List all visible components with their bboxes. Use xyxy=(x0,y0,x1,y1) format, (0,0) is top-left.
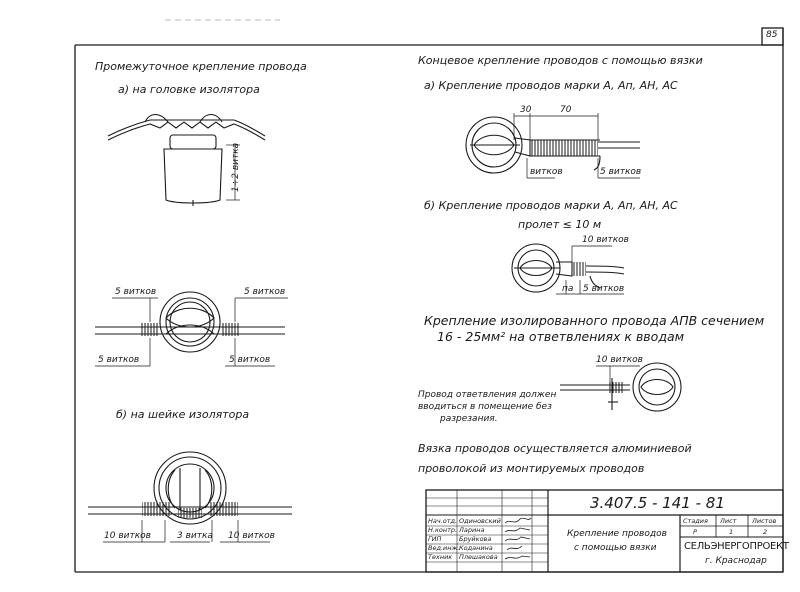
head-fastening-subtitle: а) на головке изолятора xyxy=(118,83,260,96)
neck-left-turns-label: 10 витков xyxy=(104,531,151,541)
intermediate-fastening-title: Промежуточное крепление провода xyxy=(95,60,307,73)
page-number: 85 xyxy=(766,30,778,40)
role-3: ГИП xyxy=(428,535,442,543)
dimension-70: 70 xyxy=(560,105,572,115)
insulated-wire-title-line-2: 16 - 25мм² на ответвлениях к вводам xyxy=(437,329,685,344)
drawing-code: 3.407.5 - 141 - 81 xyxy=(590,494,725,512)
bottom-right-turns-label: 5 витков xyxy=(229,355,271,365)
sheet-title-line-1: Крепление проводов xyxy=(567,529,667,539)
title-block-grid xyxy=(425,489,784,573)
insulator-neck-view xyxy=(88,451,292,543)
end-fastening-a-view xyxy=(465,113,640,179)
turns-right-label: 5 витков xyxy=(600,167,642,177)
turns-left-label: витков xyxy=(530,167,563,177)
bottom-left-turns-label: 5 витков xyxy=(98,355,140,365)
sheet-value: 1 xyxy=(729,528,734,536)
stage-label: Стадия xyxy=(683,517,708,525)
neck-mid-turns-label: 3 витка xyxy=(177,531,213,541)
note-line-2: вводиться в помещение без xyxy=(418,402,552,412)
role-1: Нач.отд. xyxy=(428,517,458,525)
name-5: Плешакова xyxy=(459,553,498,561)
note-line-3: разрезания. xyxy=(440,414,498,424)
sheet-title-line-2: с помощью вязки xyxy=(574,543,657,553)
role-4: Вед.инж. xyxy=(428,544,460,552)
sheet-label: Лист xyxy=(720,517,737,525)
dimension-30: 30 xyxy=(520,105,532,115)
turns-10-label: 10 витков xyxy=(582,235,629,245)
sheets-value: 2 xyxy=(763,528,768,536)
name-4: Коданина xyxy=(459,544,493,552)
end-fastening-b-view xyxy=(511,243,625,295)
end-fastening-title: Концевое крепление проводов с помощью вя… xyxy=(418,54,703,67)
signatures xyxy=(504,517,532,560)
neck-right-turns-label: 10 витков xyxy=(228,531,275,541)
stage-value: Р xyxy=(693,528,697,536)
neck-fastening-subtitle: б) на шейке изолятора xyxy=(116,408,250,421)
role-2: Н.контр. xyxy=(428,526,458,534)
end-fastening-a-subtitle: а) Крепление проводов марки А, Ап, АН, А… xyxy=(424,79,678,92)
top-right-turns-label: 5 витков xyxy=(244,287,286,297)
insulated-turns-label: 10 витков xyxy=(596,355,643,365)
insulator-head-side-view xyxy=(107,113,266,206)
insulated-wire-view xyxy=(560,362,682,412)
role-5: Техник xyxy=(428,553,453,561)
insulator-head-top-view xyxy=(95,291,288,367)
height-label: 1÷2 витка xyxy=(231,142,241,192)
span-label: пролет ≤ 10 м xyxy=(518,218,602,231)
name-1: Одиновский xyxy=(459,517,501,525)
end-fastening-b-subtitle: б) Крепление проводов марки А, Ап, АН, А… xyxy=(424,199,678,212)
insulated-wire-title-line-1: Крепление изолированного провода АПВ сеч… xyxy=(424,313,765,328)
footer-line-2: проволокой из монтируемых проводов xyxy=(418,462,645,475)
name-2: Ларина xyxy=(459,526,485,534)
organization-city: г. Краснодар xyxy=(705,556,767,566)
note-line-1: Провод ответвления должен xyxy=(418,390,557,400)
organization-name: СЕЛЬЭНЕРГОПРОЕКТ xyxy=(684,541,789,552)
footer-line-1: Вязка проводов осуществляется алюминиево… xyxy=(418,442,692,455)
name-3: Бруйкова xyxy=(459,535,492,543)
top-left-turns-label: 5 витков xyxy=(115,287,157,297)
turns-5-label: 5 витков xyxy=(583,284,625,294)
sheets-label: Листов xyxy=(752,517,777,525)
turns-pa-label: па xyxy=(562,284,574,294)
